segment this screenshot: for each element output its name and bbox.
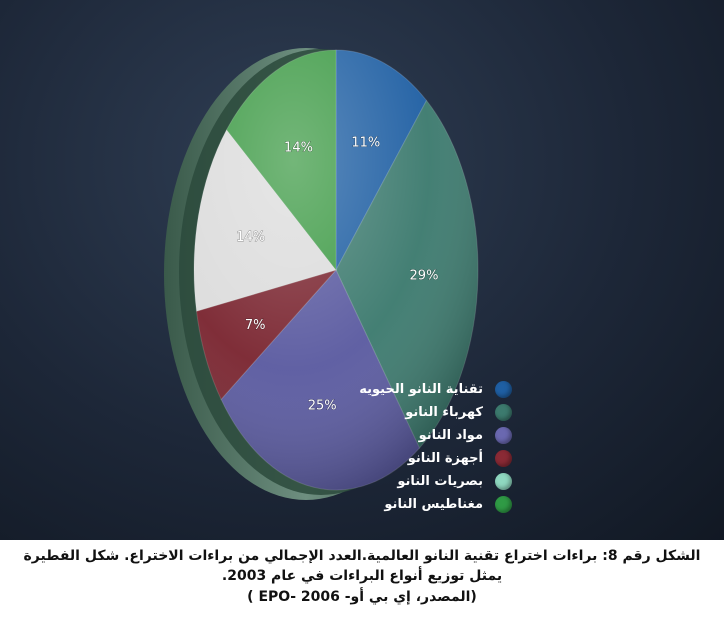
- legend-label: مواد النانو: [418, 428, 483, 443]
- legend-swatch: [495, 473, 512, 490]
- pie-slice-label: 14%: [284, 141, 313, 156]
- figure-caption: الشكل رقم 8: براءات اختراع تقنية النانو …: [0, 546, 724, 608]
- pie-slice-label: 25%: [308, 399, 337, 414]
- pie-slice-label: 14%: [236, 230, 265, 245]
- pie-chart-panel: 11% 29% 25% 7% 14% 14% تقناية النانو الحيويه ك…: [0, 0, 724, 540]
- legend-item: تقناية النانو الحيويه: [359, 378, 512, 401]
- chart-legend: تقناية النانو الحيويه كهرباء النانو مواد ا…: [359, 378, 512, 516]
- legend-item: بصريات النانو: [359, 470, 512, 493]
- caption-line-2: يمثل توزيع أنواع البراءات في عام 2003.: [221, 568, 503, 584]
- legend-item: مواد النانو: [359, 424, 512, 447]
- caption-line-1: الشكل رقم 8: براءات اختراع تقنية النانو …: [23, 548, 701, 564]
- legend-label: أجهزة النانو: [407, 451, 483, 466]
- pie-slice-labels: 11% 29% 25% 7% 14% 14%: [236, 135, 439, 414]
- legend-label: كهرباء النانو: [405, 405, 483, 420]
- legend-swatch: [495, 450, 512, 467]
- legend-item: أجهزة النانو: [359, 447, 512, 470]
- legend-swatch: [495, 427, 512, 444]
- pie-slice-label: 11%: [351, 136, 380, 151]
- legend-swatch: [495, 404, 512, 421]
- caption-source: (المصدر، إي بي أو- 2006 -EPO ): [247, 589, 477, 605]
- legend-item: مغناطيس النانو: [359, 493, 512, 516]
- pie-slice-label: 7%: [245, 318, 266, 333]
- legend-swatch: [495, 381, 512, 398]
- legend-item: كهرباء النانو: [359, 401, 512, 424]
- pie-slice-label: 29%: [410, 268, 439, 283]
- legend-label: مغناطيس النانو: [384, 497, 483, 512]
- legend-swatch: [495, 496, 512, 513]
- legend-label: بصريات النانو: [397, 474, 483, 489]
- legend-label: تقناية النانو الحيويه: [359, 382, 483, 397]
